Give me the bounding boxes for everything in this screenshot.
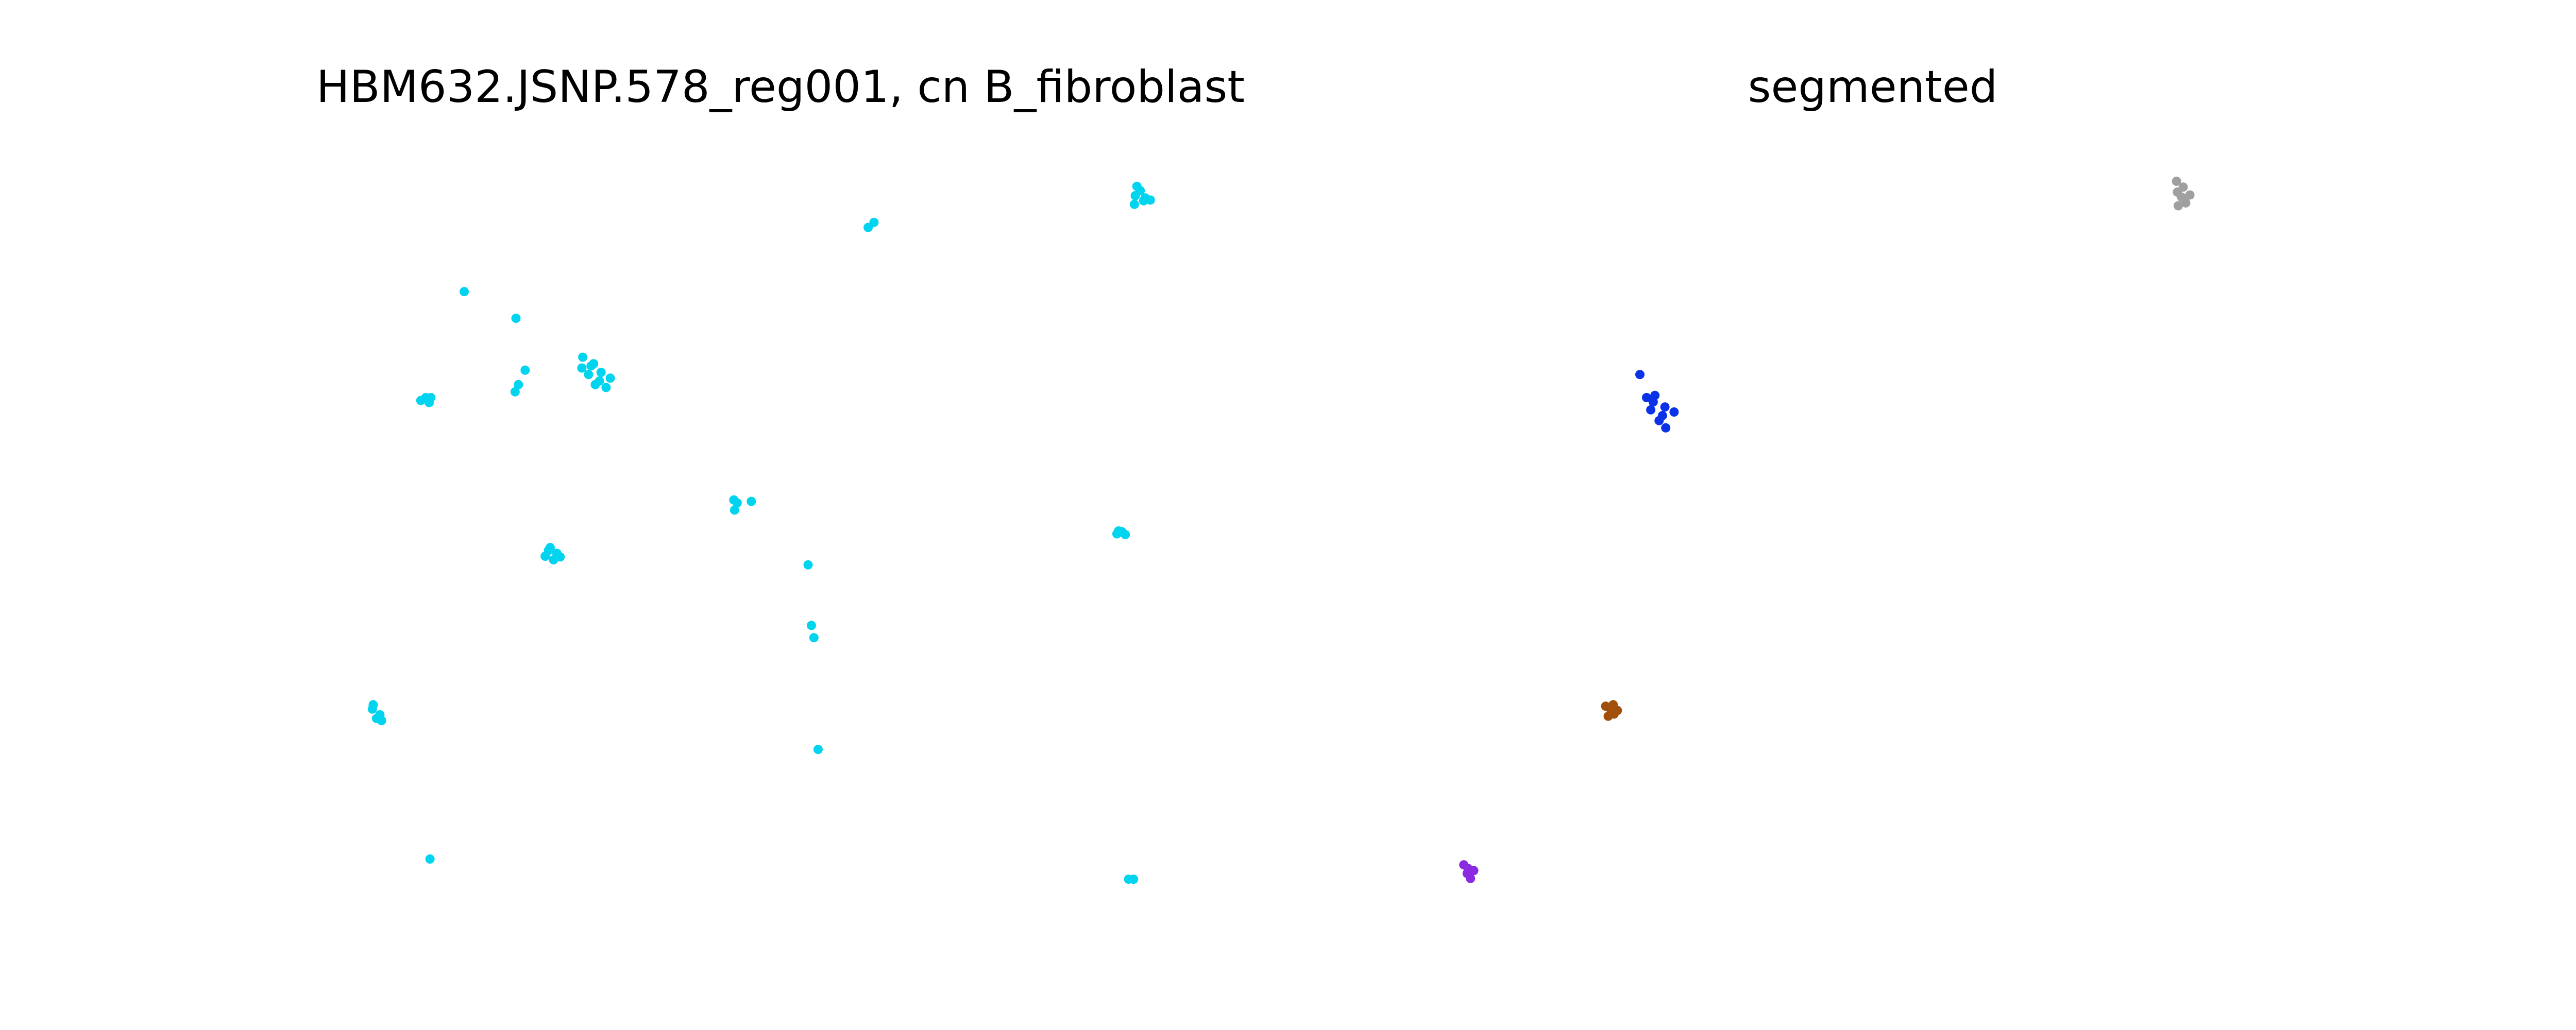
scatter-point <box>1661 423 1671 433</box>
scatter-point <box>1642 393 1651 402</box>
scatter-point <box>1635 370 1645 380</box>
scatter-point <box>425 854 435 864</box>
scatter-point <box>2185 190 2195 200</box>
scatter-point <box>2172 177 2181 186</box>
scatter-point <box>584 370 594 380</box>
scatter-point <box>577 363 587 373</box>
scatter-point <box>1132 181 1142 191</box>
right-panel-title: segmented <box>1748 61 1998 113</box>
scatter-point <box>520 365 530 375</box>
scatter-point <box>1669 407 1679 417</box>
scatter-point <box>460 287 469 297</box>
scatter-point <box>1601 701 1611 711</box>
scatter-point <box>803 560 813 570</box>
right-panel-points <box>1459 177 2195 883</box>
scatter-point <box>578 352 588 362</box>
scatter-point <box>2173 201 2183 211</box>
scatter-point <box>368 700 378 710</box>
scatter-point <box>377 716 386 726</box>
scatter-point <box>589 359 599 369</box>
scatter-point <box>421 393 431 402</box>
scatter-point <box>806 621 816 630</box>
scatter-point <box>1660 402 1670 412</box>
scatter-point <box>2178 182 2188 192</box>
scatter-point <box>809 633 819 643</box>
scatter-point <box>601 383 611 392</box>
scatter-point <box>813 745 823 754</box>
scatter-point <box>1129 199 1139 209</box>
scatter-point <box>1129 874 1139 884</box>
left-panel-title: HBM632.JSNP.578_reg001, cn B_fibroblast <box>316 61 1245 113</box>
scatter-point <box>596 368 606 377</box>
scatter-point <box>730 505 739 515</box>
scatter-point <box>595 376 604 386</box>
scatter-point <box>511 314 521 323</box>
scatter-point <box>1608 700 1618 710</box>
left-panel-points <box>367 181 1155 884</box>
left-panel: HBM632.JSNP.578_reg001, cn B_fibroblast <box>316 61 1245 884</box>
right-panel: segmented <box>1459 61 2195 883</box>
scatter-point <box>605 373 615 383</box>
scatter-point <box>869 217 879 227</box>
scatter-point <box>1114 526 1124 536</box>
scatter-point <box>729 495 739 505</box>
scatter-point <box>514 380 523 389</box>
scatter-point <box>1140 193 1150 203</box>
scatter-point <box>555 552 565 562</box>
scatter-point <box>1646 405 1656 415</box>
scatter-point <box>510 387 520 397</box>
scatter-point <box>1463 864 1473 873</box>
scatter-point <box>545 543 555 553</box>
scatter-point <box>1657 411 1667 420</box>
scatter-point <box>747 496 756 506</box>
scatter-point <box>1648 397 1658 407</box>
